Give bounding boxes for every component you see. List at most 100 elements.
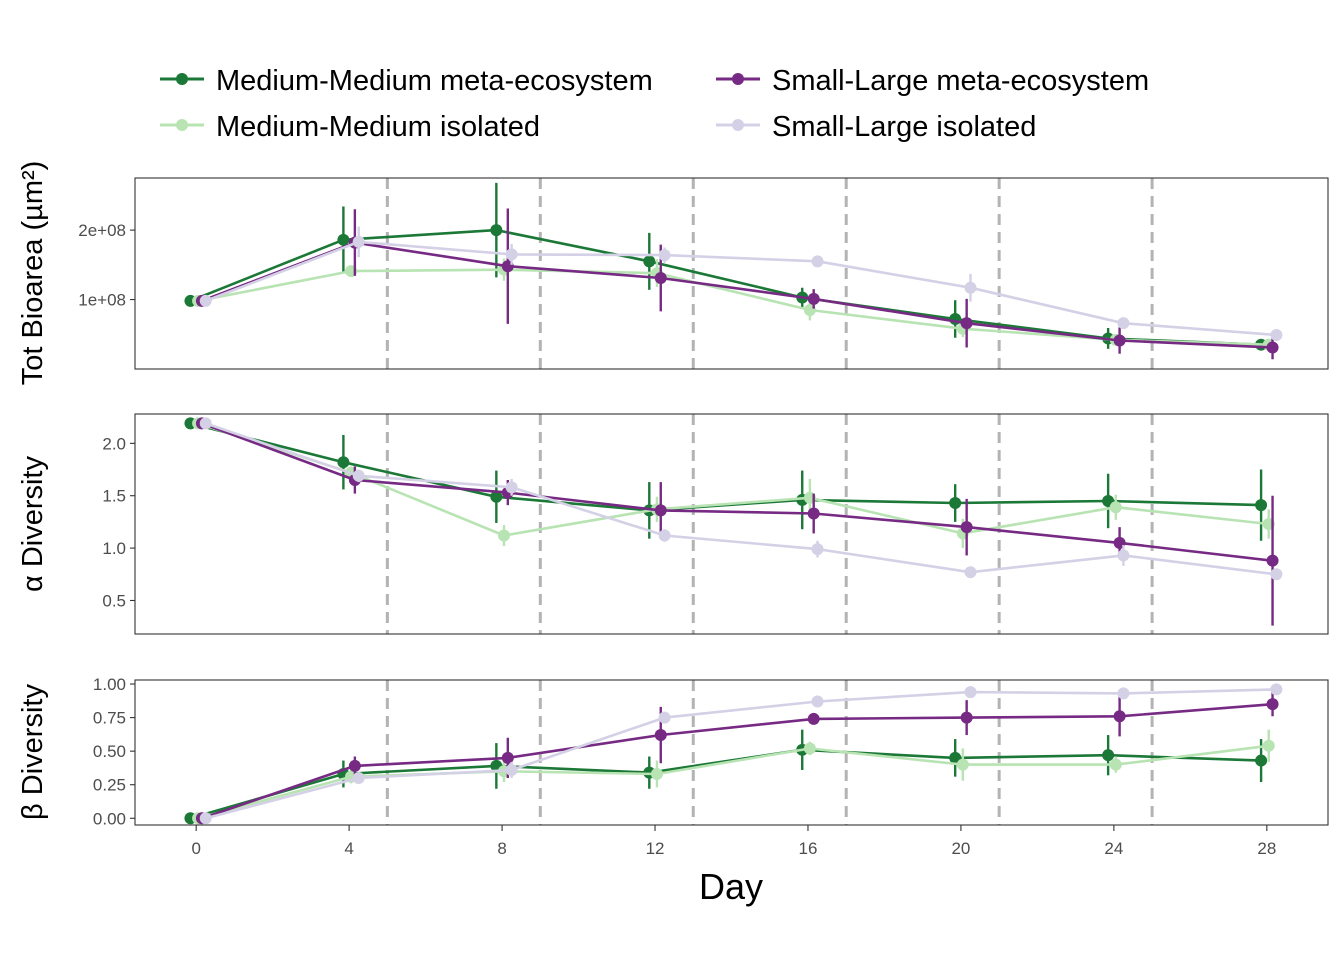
series-line [205, 422, 1277, 576]
y-tick-label: 0.75 [93, 709, 126, 728]
data-point [650, 767, 663, 780]
legend-item-sl-meta[interactable]: Small-Large meta-ecosystem [716, 65, 1149, 97]
data-point [654, 504, 667, 517]
data-point [1270, 568, 1283, 581]
data-point [658, 711, 671, 724]
data-point [337, 456, 350, 469]
data-point [1266, 341, 1279, 354]
data-point [658, 249, 671, 262]
data-point [199, 294, 212, 307]
data-point [501, 751, 514, 764]
data-point [1102, 749, 1115, 762]
legend-label: Small-Large isolated [772, 111, 1036, 143]
data-point [960, 317, 973, 330]
data-point [199, 812, 212, 825]
legend-point [732, 119, 744, 131]
y-tick-label: 2e+08 [78, 221, 126, 240]
data-point [352, 469, 365, 482]
data-point [337, 233, 350, 246]
x-tick-label: 4 [344, 839, 353, 858]
data-point [352, 772, 365, 785]
data-point [505, 481, 518, 494]
data-point [949, 497, 962, 510]
data-point [490, 224, 503, 237]
x-axis-label: Day [699, 866, 763, 907]
y-tick-label: 1.5 [102, 487, 126, 506]
data-point [352, 235, 365, 248]
x-tick-label: 24 [1104, 839, 1123, 858]
y-tick-label: 0.5 [102, 591, 126, 610]
data-point [1270, 683, 1283, 696]
data-point [964, 566, 977, 579]
panel-frame [134, 413, 1329, 635]
legend: Medium-Medium meta-ecosystem Small-Large… [160, 65, 1149, 143]
x-tick-label: 0 [191, 839, 200, 858]
series-line [205, 688, 1277, 820]
data-point [1266, 554, 1279, 567]
data-point [1117, 687, 1130, 700]
panel-tot-bioarea: 1e+08 2e+08 [78, 177, 1329, 370]
data-point [1109, 758, 1122, 771]
panel-frame [134, 679, 1329, 826]
y-tick-label: 1.00 [93, 675, 126, 694]
data-point [654, 272, 667, 285]
data-point [807, 507, 820, 520]
x-tick-label: 8 [497, 839, 506, 858]
data-point [960, 711, 973, 724]
data-point [956, 758, 969, 771]
y-tick-label: 1e+08 [78, 291, 126, 310]
data-point [643, 255, 656, 268]
data-point [964, 686, 977, 699]
legend-item-sl-isolated[interactable]: Small-Large isolated [716, 111, 1036, 143]
panel-beta-diversity: 0.00 0.25 0.50 0.75 1.00 0 4 8 12 16 20 24 28 [93, 675, 1329, 858]
legend-item-mm-meta[interactable]: Medium-Medium meta-ecosystem [160, 65, 653, 97]
series-line [201, 241, 1273, 349]
legend-point [176, 119, 188, 131]
data-point [964, 281, 977, 294]
legend-item-mm-isolated[interactable]: Medium-Medium isolated [160, 111, 540, 143]
data-point [1262, 739, 1275, 752]
data-point [807, 292, 820, 305]
data-point [497, 529, 510, 542]
data-point [1109, 501, 1122, 514]
data-point [1113, 334, 1126, 347]
data-point [807, 712, 820, 725]
y-tick-label: 2.0 [102, 434, 126, 453]
series-line [205, 240, 1277, 337]
data-point [199, 417, 212, 430]
series-line [190, 748, 1262, 820]
data-point [1113, 710, 1126, 723]
y-axis-label-alpha: α Diversity [17, 456, 49, 592]
panel-alpha-diversity: 0.5 1.0 1.5 2.0 [102, 413, 1329, 635]
x-tick-label: 28 [1257, 839, 1276, 858]
x-tick-label: 12 [646, 839, 665, 858]
data-point [1117, 549, 1130, 562]
y-tick-label: 0.50 [93, 742, 126, 761]
legend-point [176, 73, 188, 85]
legend-label: Medium-Medium isolated [216, 111, 540, 143]
y-axis-label-bioarea: Tot Bioarea (µm²) [17, 161, 49, 386]
data-point [505, 248, 518, 261]
legend-label: Medium-Medium meta-ecosystem [216, 65, 653, 97]
data-point [1117, 317, 1130, 330]
data-point [1255, 499, 1268, 512]
panel-frame [134, 177, 1329, 370]
data-point [811, 255, 824, 268]
data-point [803, 742, 816, 755]
legend-point [732, 73, 744, 85]
data-point [1270, 328, 1283, 341]
series-line [201, 422, 1273, 562]
data-point [811, 695, 824, 708]
data-point [490, 490, 503, 503]
y-tick-label: 1.0 [102, 539, 126, 558]
x-tick-label: 20 [951, 839, 970, 858]
y-axis-label-beta: β Diversity [17, 684, 49, 820]
y-tick-label: 0.25 [93, 776, 126, 795]
series-line [201, 702, 1273, 820]
data-point [1255, 754, 1268, 767]
data-point [1266, 698, 1279, 711]
legend-label: Small-Large meta-ecosystem [772, 65, 1149, 97]
x-tick-label: 16 [799, 839, 818, 858]
